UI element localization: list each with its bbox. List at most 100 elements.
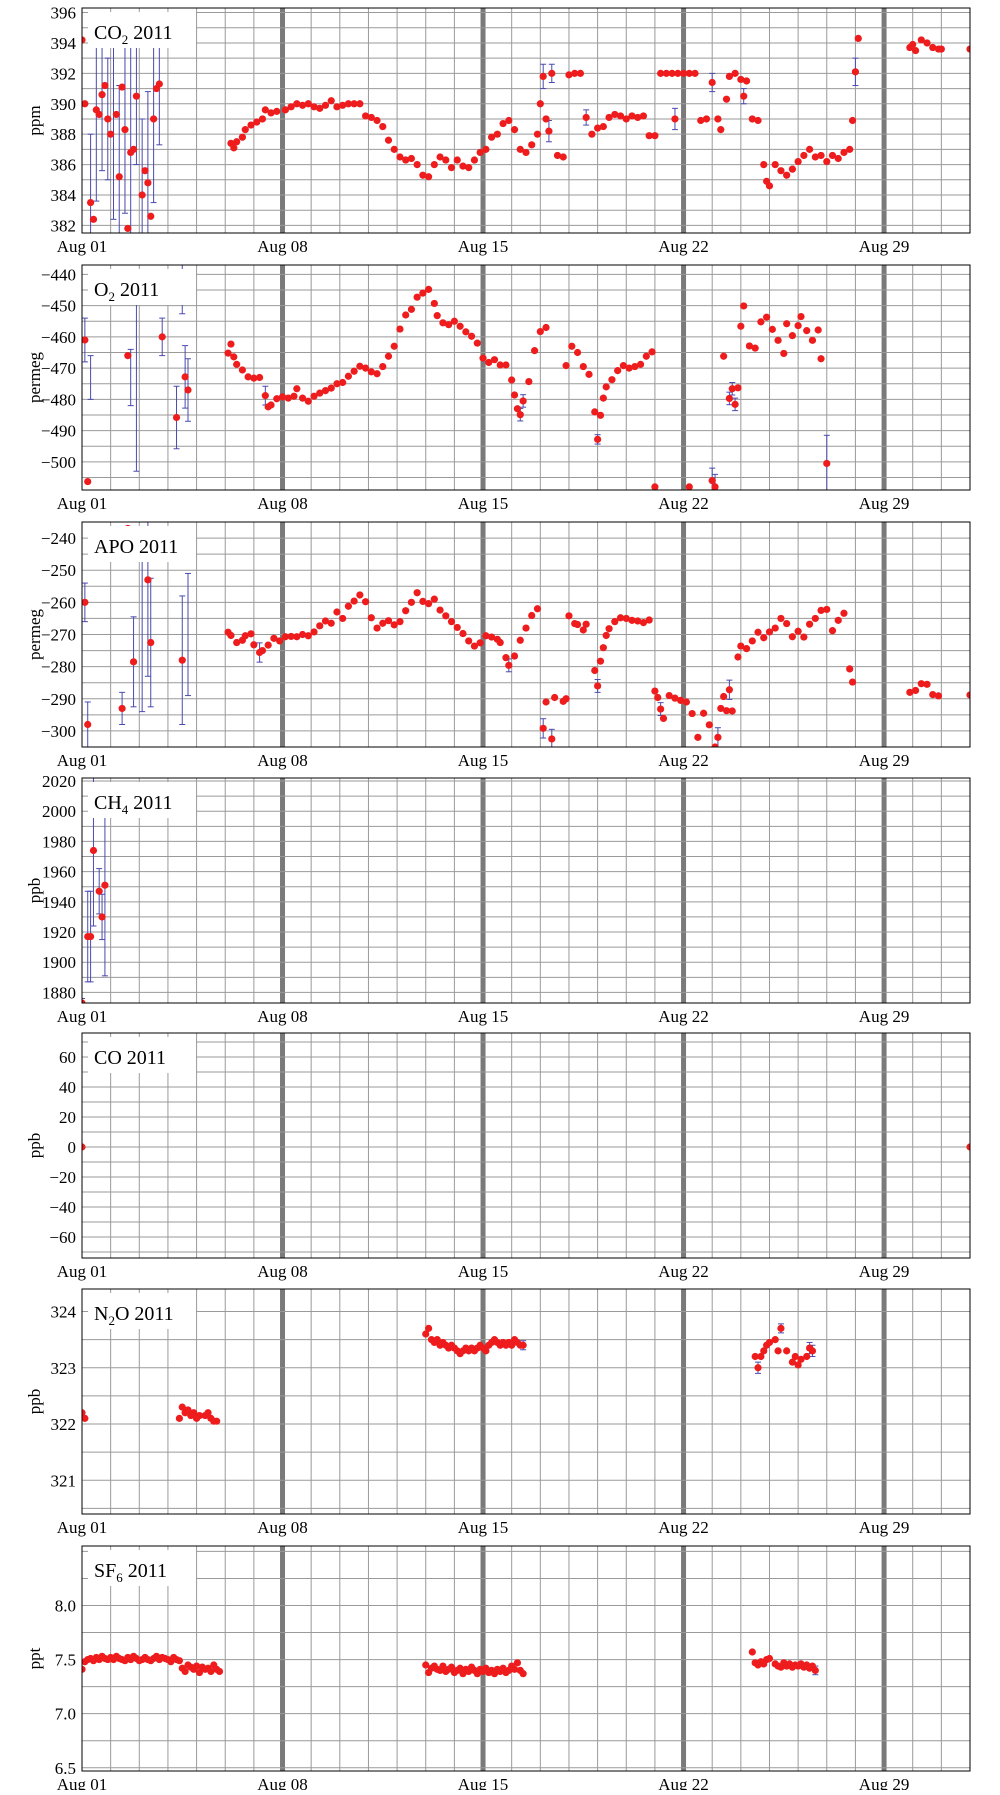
data-point: [178, 1403, 186, 1411]
data-point: [737, 75, 745, 84]
data-point: [456, 1664, 464, 1672]
data-point: [344, 100, 352, 108]
data-point: [513, 1659, 522, 1667]
data-point: [476, 639, 484, 647]
data-point: [144, 576, 152, 584]
y-axis-label: permeg: [25, 609, 44, 660]
data-point: [917, 680, 925, 688]
data-point: [788, 1358, 797, 1366]
data-point: [425, 285, 433, 293]
data-point: [379, 362, 387, 371]
data-point: [373, 116, 381, 125]
data-point: [476, 148, 484, 157]
data-point: [817, 606, 825, 614]
data-point: [674, 69, 682, 77]
y-tick-label: −270: [41, 626, 76, 645]
data-point: [553, 151, 562, 160]
data-point: [599, 122, 607, 131]
y-tick-label: 6.5: [55, 1759, 76, 1778]
data-point: [138, 191, 146, 199]
data-point: [244, 373, 252, 381]
y-tick-label: 321: [51, 1471, 77, 1490]
x-tick-label: Aug 22: [658, 494, 709, 513]
data-point: [344, 372, 352, 380]
data-point: [447, 1663, 456, 1671]
data-point: [508, 1341, 516, 1349]
svg-text:CO2 2011: CO2 2011: [94, 22, 173, 47]
data-point: [596, 657, 605, 665]
x-tick-label: Aug 29: [859, 1518, 910, 1537]
data-point: [662, 69, 670, 77]
data-point: [316, 389, 324, 397]
data-point: [339, 101, 347, 109]
data-point: [688, 709, 696, 718]
data-point: [840, 609, 848, 617]
data-point: [725, 72, 733, 81]
data-point: [86, 932, 95, 941]
chart-panel-4: CO 2011 −60 −40 −20 0 20 40 60 ppb Aug 01 Aug 08 Au…: [25, 1032, 971, 1281]
data-point: [447, 164, 456, 172]
data-point: [751, 344, 759, 352]
y-axis-label: ppb: [25, 1133, 44, 1159]
data-point: [396, 618, 404, 626]
data-point: [195, 1411, 204, 1420]
data-point: [238, 366, 247, 374]
data-point: [250, 374, 258, 382]
y-axis-label: permeg: [25, 352, 44, 403]
data-point: [731, 69, 739, 77]
data-point: [150, 115, 158, 123]
y-tick-label: 323: [51, 1359, 77, 1378]
data-point: [923, 680, 931, 688]
data-point: [379, 122, 387, 131]
data-point: [155, 80, 163, 88]
data-point: [651, 132, 659, 140]
y-tick-label: 392: [51, 64, 77, 83]
data-point: [791, 1352, 799, 1361]
data-point: [737, 322, 745, 330]
data-point: [714, 733, 722, 741]
data-point: [823, 605, 831, 614]
data-point: [147, 212, 155, 220]
data-point: [542, 698, 550, 706]
data-point: [788, 332, 797, 340]
data-point: [396, 153, 404, 161]
data-point: [519, 1341, 527, 1349]
chart-title: SF6 2011: [88, 1550, 196, 1586]
data-point: [634, 617, 642, 625]
data-point: [731, 400, 739, 408]
data-point: [82, 999, 86, 1003]
data-point: [502, 361, 510, 369]
plot-frame: [81, 521, 971, 748]
svg-text:CO 2011: CO 2011: [94, 1047, 166, 1069]
data-point: [634, 113, 642, 122]
data-point: [545, 127, 553, 135]
data-point: [840, 148, 848, 157]
data-point: [425, 600, 433, 608]
data-point: [740, 302, 748, 310]
data-point: [602, 383, 610, 391]
data-point: [290, 392, 298, 400]
data-point: [722, 707, 731, 715]
data-point: [361, 112, 370, 120]
data-point: [502, 654, 510, 662]
plot-frame: [81, 777, 971, 1004]
data-point: [304, 397, 312, 405]
data-point: [665, 691, 673, 700]
data-point: [605, 625, 613, 633]
data-point: [533, 605, 542, 613]
svg-text:CH4 2011: CH4 2011: [94, 792, 173, 817]
data-point: [121, 126, 129, 134]
data-point: [442, 612, 450, 620]
x-tick-label: Aug 08: [257, 1262, 308, 1281]
data-point: [402, 156, 410, 164]
error-bar: [87, 355, 94, 400]
plot-frame: [81, 7, 971, 234]
data-point: [407, 305, 416, 313]
data-point: [339, 614, 347, 623]
data-point: [510, 391, 519, 399]
data-point: [215, 1667, 224, 1676]
data-point: [608, 376, 616, 384]
data-point: [241, 126, 249, 134]
data-point: [482, 1347, 490, 1355]
